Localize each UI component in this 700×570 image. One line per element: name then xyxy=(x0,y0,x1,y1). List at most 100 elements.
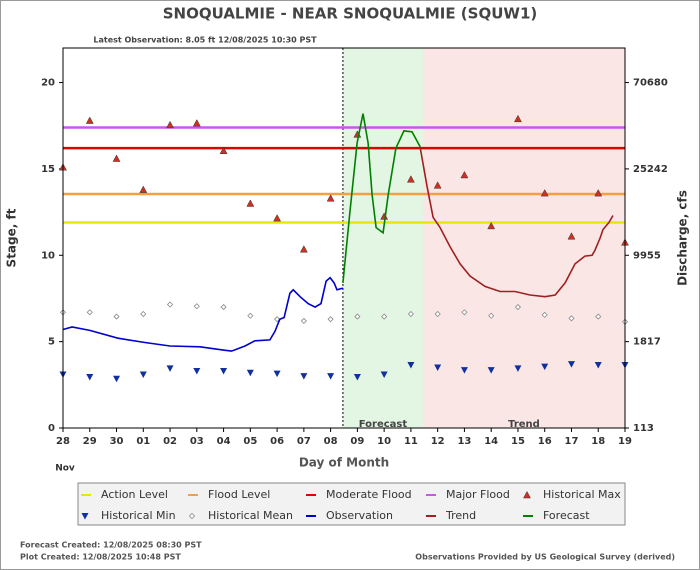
historical-max-marker xyxy=(540,189,549,197)
legend-label: Action Level xyxy=(101,488,168,501)
legend-label: Moderate Flood xyxy=(326,488,412,501)
y2-tick-label: 9955 xyxy=(633,250,661,261)
historical-max-marker xyxy=(406,175,415,183)
legend-swatch xyxy=(188,512,196,520)
x-tick-label: 29 xyxy=(83,436,97,447)
legend-swatch xyxy=(81,513,89,520)
historical-max-marker xyxy=(112,154,121,162)
legend-swatch xyxy=(523,490,531,499)
historical-min-marker xyxy=(514,365,522,372)
historical-min-marker xyxy=(193,368,201,375)
x-tick-label: 01 xyxy=(136,436,150,447)
historical-mean-marker xyxy=(381,313,388,320)
historical-max-marker xyxy=(460,170,469,179)
historical-mean-marker xyxy=(568,315,575,322)
historical-min-marker xyxy=(460,367,468,374)
series-line xyxy=(62,276,344,352)
legend-label: Historical Mean xyxy=(208,509,293,522)
y-tick-label: 20 xyxy=(41,78,55,89)
historical-mean-marker xyxy=(220,304,227,311)
historical-min-marker xyxy=(487,367,495,374)
legend-label: Historical Min xyxy=(101,509,176,522)
historical-min-marker xyxy=(246,369,254,377)
historical-min-marker xyxy=(567,361,575,368)
historical-min-marker xyxy=(594,361,602,369)
x-tick-label: 09 xyxy=(350,436,364,447)
x-tick-label: 18 xyxy=(591,436,605,447)
historical-max-marker xyxy=(219,146,228,155)
x-tick-label: 07 xyxy=(297,436,311,447)
historical-max-marker xyxy=(514,114,522,123)
y2-axis-label: Discharge, cfs xyxy=(676,190,690,286)
footer-text: Plot Created: 12/08/2025 10:48 PST xyxy=(20,553,181,562)
series-line xyxy=(342,113,421,283)
historical-mean-marker xyxy=(354,313,361,320)
x-tick-label: 03 xyxy=(190,436,204,447)
historical-min-marker xyxy=(434,364,442,372)
historical-min-marker xyxy=(380,371,388,378)
subtitle: Latest Observation: 8.05 ft 12/08/2025 1… xyxy=(93,36,317,45)
y2-tick-label: 1817 xyxy=(633,337,661,348)
x-tick-label: 10 xyxy=(377,436,391,447)
historical-min-marker xyxy=(541,363,549,371)
historical-max-marker xyxy=(326,194,335,202)
historical-min-marker xyxy=(407,361,415,369)
y2-tick-label: 25242 xyxy=(633,164,668,175)
legend-label: Observation xyxy=(326,509,393,522)
historical-mean-marker xyxy=(595,313,602,320)
x-tick-label: 19 xyxy=(618,436,632,447)
historical-mean-marker xyxy=(140,310,147,318)
chart-title: SNOQUALMIE - NEAR SNOQUALMIE (SQUW1) xyxy=(163,5,538,23)
x-tick-label: 05 xyxy=(243,436,257,447)
historical-min-marker xyxy=(273,370,281,378)
x-tick-label: 02 xyxy=(163,436,177,447)
footer-text: Forecast Created: 12/08/2025 08:30 PST xyxy=(20,541,202,550)
historical-min-marker xyxy=(166,365,174,372)
historical-max-marker xyxy=(273,214,282,222)
historical-max-marker xyxy=(487,221,496,230)
x-tick-label: 13 xyxy=(457,436,471,447)
x-tick-label: 28 xyxy=(56,436,70,447)
historical-mean-marker xyxy=(113,313,120,320)
x-tick-label: 04 xyxy=(217,436,231,447)
historical-min-marker xyxy=(220,368,228,375)
historical-mean-marker xyxy=(434,310,441,318)
historical-mean-marker xyxy=(300,317,307,324)
historical-min-marker xyxy=(327,373,335,380)
x-tick-label: 16 xyxy=(538,436,552,447)
region-label: Forecast xyxy=(359,419,408,430)
series-line xyxy=(419,146,614,298)
historical-min-marker xyxy=(86,374,94,381)
historical-mean-marker xyxy=(327,316,334,323)
legend-label: Forecast xyxy=(543,509,590,522)
y2-tick-label: 113 xyxy=(633,423,654,434)
historical-mean-marker xyxy=(488,312,495,319)
historical-min-marker xyxy=(300,373,308,380)
historical-mean-marker xyxy=(461,309,468,316)
historical-mean-marker xyxy=(514,304,522,311)
x-tick-label: 12 xyxy=(431,436,445,447)
historical-min-marker xyxy=(113,375,121,383)
footer-text: Observations Provided by US Geological S… xyxy=(415,553,675,562)
x-tick-label: 14 xyxy=(484,436,498,447)
historical-mean-marker xyxy=(541,311,548,318)
y-tick-label: 0 xyxy=(48,423,55,434)
x-tick-label: 08 xyxy=(324,436,338,447)
historical-min-marker xyxy=(353,374,361,381)
historical-max-marker xyxy=(299,245,308,253)
legend-label: Trend xyxy=(445,509,476,522)
historical-mean-marker xyxy=(86,309,93,316)
historical-max-marker xyxy=(139,185,148,193)
historical-max-marker xyxy=(594,189,603,197)
x-tick-label: 06 xyxy=(270,436,284,447)
historical-mean-marker xyxy=(274,316,281,323)
legend-label: Historical Max xyxy=(543,488,621,501)
x-axis-label: Day of Month xyxy=(299,456,389,470)
y-tick-label: 10 xyxy=(41,250,55,261)
historical-min-marker xyxy=(139,371,147,378)
historical-max-marker xyxy=(85,116,94,124)
month-label: Nov xyxy=(55,464,75,474)
historical-mean-marker xyxy=(193,303,200,310)
legend-label: Major Flood xyxy=(446,488,510,501)
